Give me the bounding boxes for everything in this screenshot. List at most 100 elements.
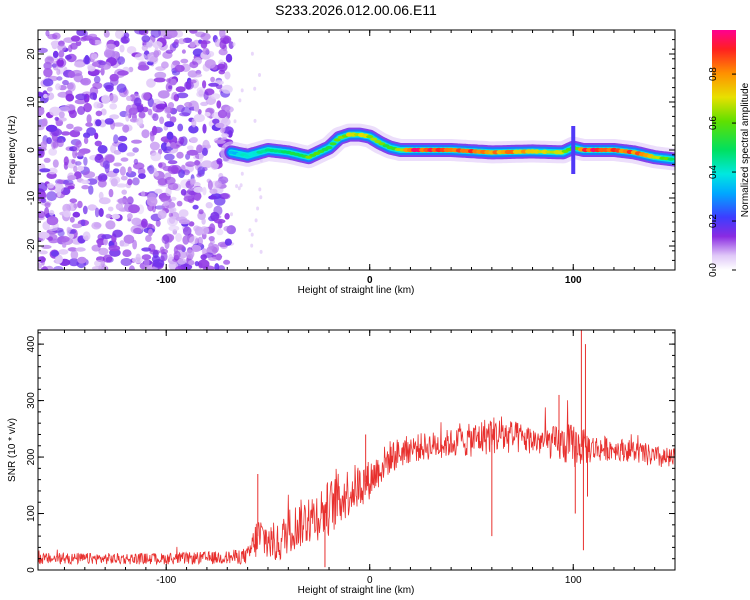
- noise-blob: [38, 256, 46, 263]
- noise-blob: [181, 49, 186, 54]
- noise-blob: [192, 204, 199, 210]
- ridge-blip: [571, 126, 576, 174]
- noise-blob: [38, 250, 48, 255]
- noise-blob: [98, 60, 107, 66]
- noise-blob: [80, 179, 91, 185]
- noise-blob: [86, 114, 92, 124]
- noise-blob: [127, 166, 132, 174]
- noise-blob: [145, 235, 152, 242]
- y-tick-label: 10: [26, 96, 37, 108]
- noise-blob: [65, 93, 75, 102]
- noise-blob: [44, 207, 50, 217]
- noise-blob: [68, 44, 73, 53]
- noise-blob: [38, 262, 42, 269]
- noise-blob: [170, 196, 177, 201]
- noise-blob: [177, 258, 187, 265]
- noise-blob: [102, 160, 110, 169]
- noise-blob: [93, 39, 102, 45]
- noise-blob: [55, 83, 61, 91]
- noise-blob: [73, 203, 78, 209]
- noise-blob: [46, 191, 57, 202]
- colorbar-gradient: [712, 30, 736, 270]
- noise-blob: [149, 249, 161, 255]
- noise-blob: [138, 173, 146, 180]
- noise-blob: [103, 237, 108, 246]
- noise-blob: [175, 265, 185, 270]
- noise-blob: [91, 39, 96, 45]
- noise-blob: [108, 188, 114, 198]
- noise-blob: [167, 102, 175, 109]
- noise-blob: [238, 98, 242, 103]
- noise-blob: [73, 165, 78, 173]
- noise-blob: [183, 169, 190, 176]
- noise-blob: [97, 145, 108, 154]
- noise-blob: [217, 63, 226, 70]
- noise-blob: [153, 50, 160, 58]
- noise-blob: [150, 30, 161, 38]
- noise-blob: [201, 147, 208, 156]
- noise-blob: [152, 259, 165, 268]
- noise-blob: [167, 160, 178, 165]
- noise-blob: [143, 258, 150, 268]
- noise-blob: [198, 209, 204, 215]
- colorbar-tick-label: 0.0: [708, 263, 719, 277]
- colorbar: 0.0 0.2 0.4 0.6 0.8 Normalized spectral ampl…: [708, 30, 750, 277]
- noise-blob: [111, 51, 120, 59]
- noise-blob: [64, 104, 76, 111]
- noise-blob: [177, 123, 184, 132]
- noise-blob: [217, 265, 225, 270]
- noise-blob: [204, 112, 211, 117]
- snr-marks: [38, 330, 675, 568]
- noise-blob: [65, 54, 72, 60]
- noise-blob: [193, 186, 204, 193]
- noise-blob: [56, 68, 61, 76]
- noise-blob: [105, 43, 117, 50]
- noise-blob: [164, 106, 171, 114]
- noise-blob: [224, 213, 230, 220]
- noise-blob: [176, 151, 184, 159]
- noise-blob: [128, 107, 138, 115]
- noise-blob: [258, 187, 262, 192]
- noise-blob: [118, 135, 128, 142]
- noise-blob: [189, 30, 198, 34]
- noise-blob: [184, 101, 193, 108]
- noise-blob: [136, 117, 144, 127]
- noise-blob: [237, 186, 241, 191]
- x-tick-label: 0: [367, 575, 373, 586]
- noise-blob: [166, 131, 174, 140]
- noise-blob: [77, 256, 87, 264]
- y-tick-label: 0: [26, 147, 37, 153]
- noise-blob: [159, 246, 165, 255]
- noise-blob: [52, 159, 59, 168]
- noise-blob: [100, 108, 107, 116]
- noise-blob: [109, 93, 119, 104]
- noise-blob: [58, 111, 65, 119]
- noise-blob: [163, 200, 170, 206]
- noise-blob: [217, 109, 228, 119]
- colorbar-ticks: 0.0 0.2 0.4 0.6 0.8: [708, 67, 736, 277]
- noise-blob: [93, 75, 101, 84]
- noise-blob: [240, 88, 244, 93]
- noise-blob: [57, 44, 67, 52]
- y-tick-label: 300: [26, 392, 37, 409]
- noise-blob: [116, 183, 127, 188]
- noise-blob: [141, 218, 148, 228]
- noise-blob: [225, 53, 233, 63]
- noise-blob: [180, 189, 187, 196]
- noise-blob: [77, 106, 86, 115]
- noise-blob: [132, 147, 139, 153]
- noise-blob: [80, 219, 86, 227]
- noise-blob: [161, 61, 169, 69]
- noise-blob: [121, 189, 127, 195]
- noise-blob: [101, 94, 111, 105]
- noise-blob: [253, 86, 257, 91]
- noise-blob: [193, 113, 205, 123]
- noise-blob: [116, 83, 127, 93]
- noise-blob: [170, 142, 177, 149]
- ridge-segment: [333, 138, 341, 142]
- noise-blob: [91, 221, 102, 230]
- noise-blob: [132, 239, 138, 250]
- noise-blob: [95, 119, 102, 127]
- noise-blob: [87, 204, 97, 211]
- noise-blob: [179, 112, 191, 117]
